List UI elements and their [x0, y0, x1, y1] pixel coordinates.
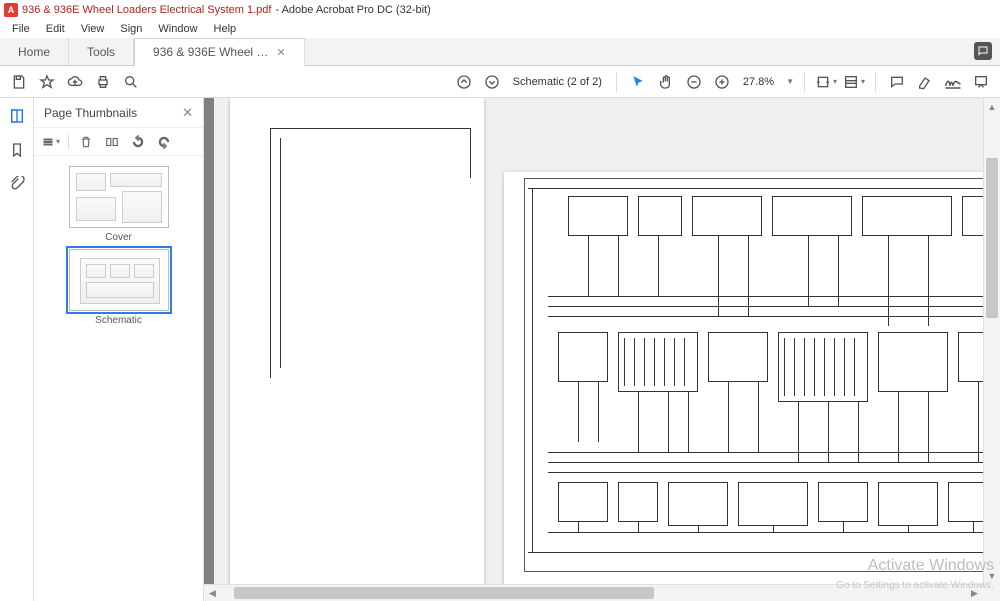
schematic-content [528, 182, 1000, 568]
rail-attachment-icon[interactable] [7, 174, 27, 194]
zoom-in-icon[interactable] [711, 71, 733, 93]
save-icon[interactable] [8, 71, 30, 93]
horizontal-scroll-thumb[interactable] [234, 587, 654, 599]
page-gutter [204, 98, 214, 601]
page-layout-icon[interactable] [103, 133, 121, 151]
menu-sign[interactable]: Sign [112, 21, 150, 37]
panel-title: Page Thumbnails [44, 106, 137, 120]
pointer-icon[interactable] [627, 71, 649, 93]
windows-activation-watermark: Activate Windows [868, 557, 994, 575]
delete-page-icon[interactable] [77, 133, 95, 151]
thumbnail-label: Cover [105, 232, 132, 243]
thumbnail-list: Cover Schematic [34, 156, 203, 601]
print-icon[interactable] [92, 71, 114, 93]
toolbar: Schematic (2 of 2) 27.8% ▼ ▾ ▾ [0, 66, 1000, 98]
menu-view[interactable]: View [73, 21, 113, 37]
tab-home-label: Home [18, 45, 50, 59]
fit-width-icon[interactable]: ▾ [815, 71, 837, 93]
rail-thumbnails-icon[interactable] [7, 106, 27, 126]
panel-options-icon[interactable]: ▾ [42, 133, 60, 151]
acrobat-app-icon: A [4, 3, 18, 17]
menu-bar: File Edit View Sign Window Help [0, 20, 1000, 38]
page-indicator[interactable]: Schematic (2 of 2) [509, 76, 606, 88]
page-previous [230, 98, 484, 601]
tab-document[interactable]: 936 & 936E Wheel … ✕ [134, 38, 305, 66]
thumbnail-item[interactable]: Schematic [69, 249, 169, 326]
thumbnail-item[interactable]: Cover [69, 166, 169, 243]
tab-document-label: 936 & 936E Wheel … [153, 45, 268, 59]
zoom-value[interactable]: 27.8% [739, 76, 778, 88]
document-title: 936 & 936E Wheel Loaders Electrical Syst… [22, 4, 271, 16]
tab-tools-label: Tools [87, 45, 115, 59]
tab-close-icon[interactable]: ✕ [276, 46, 285, 59]
comment-icon[interactable] [886, 71, 908, 93]
notifications-icon[interactable] [974, 42, 992, 60]
menu-edit[interactable]: Edit [38, 21, 73, 37]
stamp-icon[interactable] [970, 71, 992, 93]
cloud-upload-icon[interactable] [64, 71, 86, 93]
thumbnail-page-2[interactable] [69, 249, 169, 311]
rotate-cw-icon[interactable] [155, 133, 173, 151]
separator [875, 72, 876, 92]
separator [804, 72, 805, 92]
thumbnail-page-1[interactable] [69, 166, 169, 228]
menu-window[interactable]: Window [150, 21, 205, 37]
scroll-up-icon[interactable]: ▲ [984, 98, 1000, 115]
tab-home[interactable]: Home [0, 38, 69, 65]
fit-page-icon[interactable]: ▾ [843, 71, 865, 93]
menu-help[interactable]: Help [206, 21, 245, 37]
titlebar: A 936 & 936E Wheel Loaders Electrical Sy… [0, 0, 1000, 20]
highlight-icon[interactable] [914, 71, 936, 93]
separator [616, 72, 617, 92]
star-icon[interactable] [36, 71, 58, 93]
menu-file[interactable]: File [4, 21, 38, 37]
vertical-scroll-thumb[interactable] [986, 158, 998, 318]
tab-bar: Home Tools 936 & 936E Wheel … ✕ [0, 38, 1000, 66]
panel-toolbar: ▾ [34, 128, 203, 156]
main-area: Page Thumbnails ✕ ▾ Cover [0, 98, 1000, 601]
panel-header: Page Thumbnails ✕ [34, 98, 203, 128]
search-icon[interactable] [120, 71, 142, 93]
page-current [504, 172, 1000, 592]
rotate-ccw-icon[interactable] [129, 133, 147, 151]
page-down-icon[interactable] [481, 71, 503, 93]
panel-close-icon[interactable]: ✕ [182, 105, 193, 121]
nav-rail [0, 98, 34, 601]
thumbnails-panel: Page Thumbnails ✕ ▾ Cover [34, 98, 204, 601]
zoom-out-icon[interactable] [683, 71, 705, 93]
document-canvas[interactable]: ▲ ▼ ◀ ▶ Activate Windows Go to Settings … [204, 98, 1000, 601]
windows-activation-subtext: Go to Settings to activate Windows. [836, 580, 994, 591]
signature-icon[interactable] [942, 71, 964, 93]
thumbnail-label: Schematic [95, 315, 142, 326]
rail-bookmark-icon[interactable] [7, 140, 27, 160]
zoom-caret-icon[interactable]: ▼ [786, 77, 794, 86]
tab-tools[interactable]: Tools [69, 38, 134, 65]
page-up-icon[interactable] [453, 71, 475, 93]
hand-icon[interactable] [655, 71, 677, 93]
application-title: - Adobe Acrobat Pro DC (32-bit) [275, 4, 430, 16]
scroll-left-icon[interactable]: ◀ [204, 585, 221, 601]
vertical-scrollbar[interactable]: ▲ ▼ [983, 98, 1000, 584]
